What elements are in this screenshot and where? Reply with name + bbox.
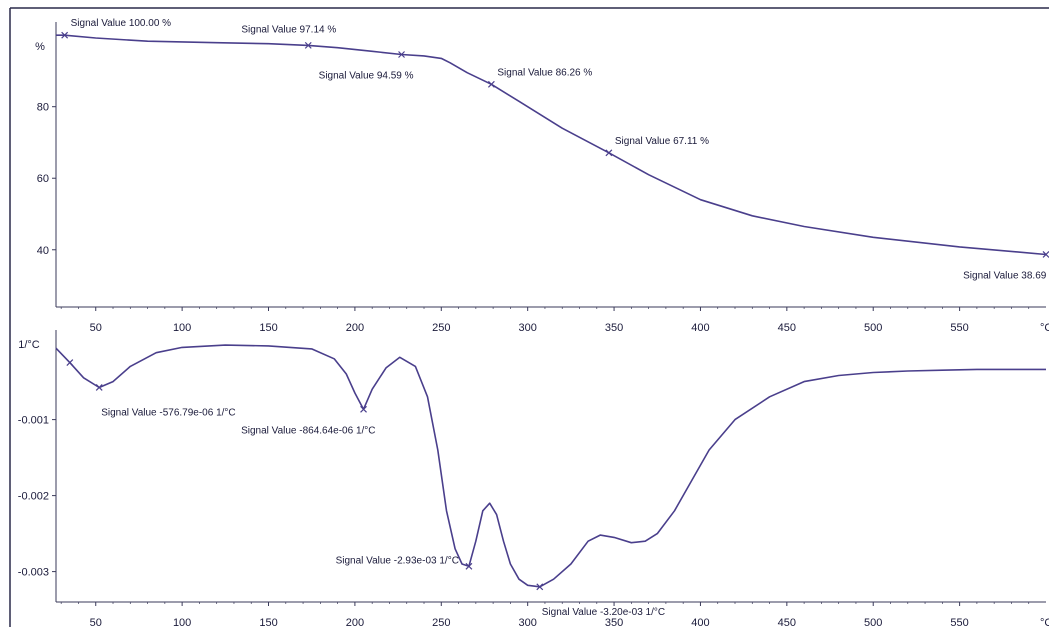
x-tick-label: 250 bbox=[432, 322, 450, 334]
annotation-label: Signal Value -864.64e-06 1/°C bbox=[241, 425, 375, 436]
x-tick-label: 450 bbox=[778, 617, 796, 627]
annotation-marker bbox=[360, 405, 367, 413]
dtg-panel: 1/°C °C 50 100 150 200 250 300 350 400 450 500 550 -0… bbox=[18, 330, 1049, 627]
x-unit-label: °C bbox=[1040, 322, 1049, 334]
x-tick-label: 150 bbox=[259, 617, 277, 627]
x-tick-label: 100 bbox=[173, 617, 191, 627]
x-tick-label: 150 bbox=[259, 322, 277, 334]
x-tick-label: 400 bbox=[691, 617, 709, 627]
annotation-marker bbox=[66, 359, 74, 367]
annotation-label: Signal Value 97.14 % bbox=[241, 24, 336, 35]
x-tick-label: 450 bbox=[778, 322, 796, 334]
x-tick-label: 300 bbox=[518, 322, 536, 334]
annotation-marker bbox=[304, 41, 312, 49]
annotation-marker bbox=[1042, 251, 1049, 258]
x-tick-label: 200 bbox=[346, 617, 364, 627]
y-tick-label: -0.001 bbox=[18, 415, 49, 427]
y-tick-label: 40 bbox=[37, 245, 49, 257]
annotation-label: Signal Value 67.11 % bbox=[615, 136, 709, 147]
x-tick-label: 250 bbox=[432, 617, 450, 627]
x-tick-label: 50 bbox=[90, 322, 102, 334]
tga-panel: % °C 50 100 150 200 250 300 350 400 450 500 550 40 60 8… bbox=[35, 18, 1049, 334]
x-tick-label: 350 bbox=[605, 322, 623, 334]
y-tick-label: -0.002 bbox=[18, 491, 49, 503]
y-tick-label: 80 bbox=[37, 102, 49, 114]
x-tick-label: 550 bbox=[950, 617, 968, 627]
y-unit-label: 1/°C bbox=[18, 339, 40, 351]
annotation-label: Signal Value 86.26 % bbox=[497, 67, 592, 78]
series-line bbox=[55, 344, 1046, 588]
x-tick-label: 100 bbox=[173, 322, 191, 334]
y-tick-label: 60 bbox=[37, 173, 49, 185]
x-tick-label: 400 bbox=[691, 322, 709, 334]
annotation-label: Signal Value -2.93e-03 1/°C bbox=[336, 555, 459, 566]
y-tick-label: -0.003 bbox=[18, 567, 49, 579]
annotation-label: Signal Value 94.59 % bbox=[319, 71, 414, 82]
x-tick-label: 550 bbox=[950, 322, 968, 334]
x-tick-label: 50 bbox=[90, 617, 102, 627]
annotation-label: Signal Value 100.00 % bbox=[71, 18, 172, 29]
annotation-marker bbox=[536, 583, 544, 591]
annotation-marker bbox=[95, 384, 103, 391]
x-tick-label: 200 bbox=[346, 322, 364, 334]
x-unit-label: °C bbox=[1040, 617, 1049, 627]
annotation-marker bbox=[605, 149, 613, 157]
annotation-label: Signal Value -576.79e-06 1/°C bbox=[101, 407, 235, 418]
x-tick-label: 300 bbox=[518, 617, 536, 627]
annotation-marker bbox=[465, 562, 473, 570]
x-tick-label: 500 bbox=[864, 617, 882, 627]
y-unit-label: % bbox=[35, 41, 45, 53]
x-tick-label: 350 bbox=[605, 617, 623, 627]
annotation-label: Signal Value -3.20e-03 1/°C bbox=[542, 607, 665, 618]
annotation-marker bbox=[398, 51, 405, 58]
annotation-marker bbox=[61, 31, 69, 39]
x-tick-label: 500 bbox=[864, 322, 882, 334]
annotation-marker bbox=[487, 80, 495, 88]
annotation-label: Signal Value 38.69 % bbox=[963, 270, 1049, 281]
series-line bbox=[56, 34, 1047, 256]
